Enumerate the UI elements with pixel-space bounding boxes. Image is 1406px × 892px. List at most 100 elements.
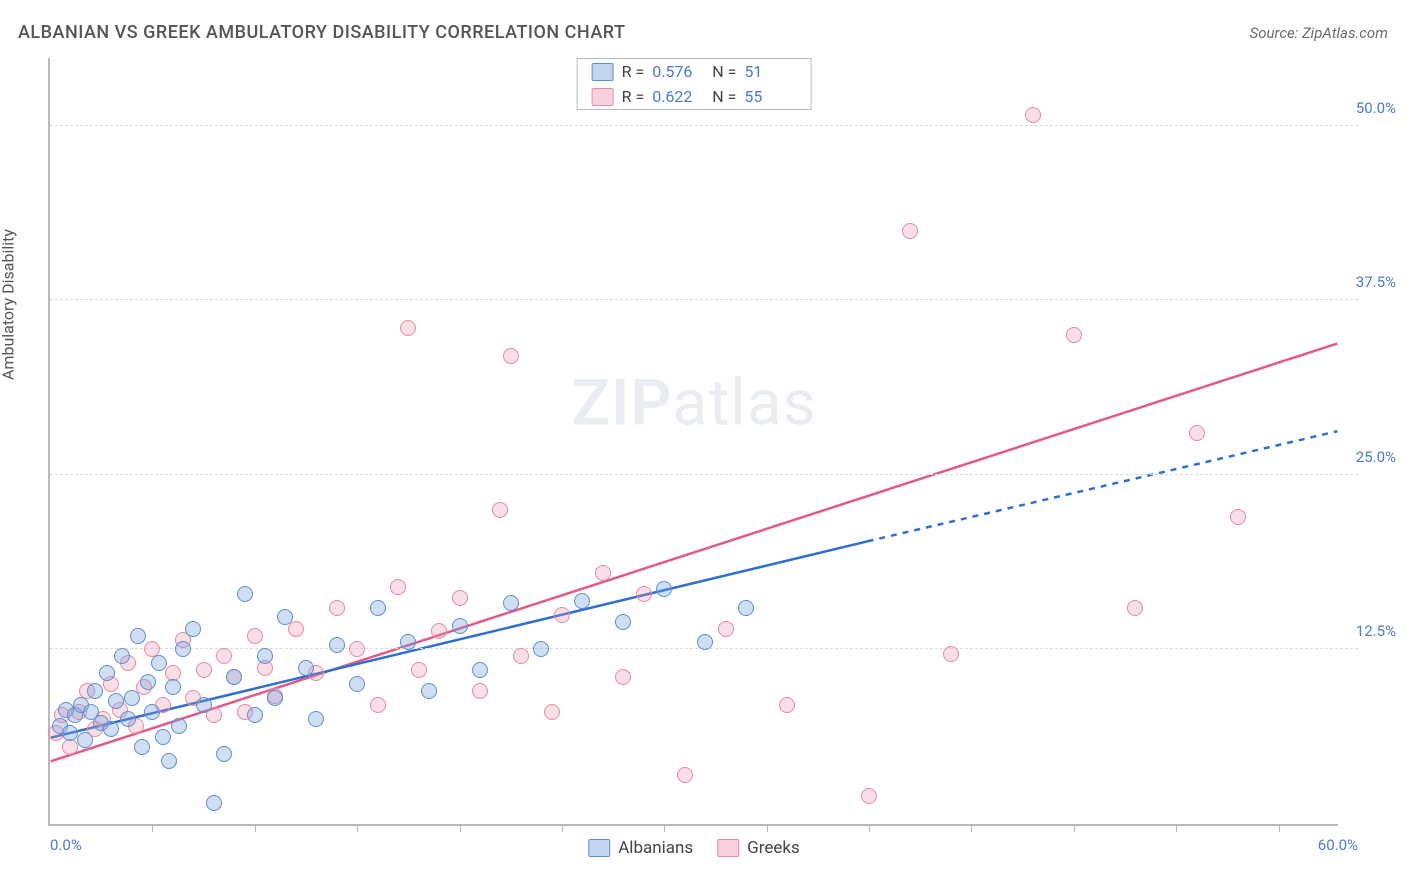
data-point <box>779 697 795 713</box>
data-point <box>144 704 160 720</box>
data-point <box>216 746 232 762</box>
data-point <box>1189 425 1205 441</box>
x-axis-min-label: 0.0% <box>50 836 82 854</box>
x-tick <box>869 824 870 832</box>
data-point <box>257 648 273 664</box>
series-legend: Albanians Greeks <box>588 838 800 858</box>
x-tick <box>1074 824 1075 832</box>
data-point <box>155 729 171 745</box>
data-point <box>151 655 167 671</box>
x-tick <box>1279 824 1280 832</box>
data-point <box>513 648 529 664</box>
data-point <box>87 683 103 699</box>
data-point <box>1025 107 1041 123</box>
data-point <box>492 502 508 518</box>
legend-item-albanian: Albanians <box>588 838 693 858</box>
y-axis-label: Ambulatory Disability <box>0 229 18 380</box>
swatch-icon <box>588 839 610 857</box>
legend-label: Albanians <box>618 838 693 858</box>
grid-line <box>50 125 1358 126</box>
data-point <box>99 665 115 681</box>
data-point <box>120 711 136 727</box>
data-point <box>544 704 560 720</box>
data-point <box>103 721 119 737</box>
data-point <box>108 693 124 709</box>
data-point <box>349 676 365 692</box>
stat-label: N = <box>712 62 736 81</box>
data-point <box>718 621 734 637</box>
data-point <box>861 788 877 804</box>
trend-line <box>51 541 868 737</box>
data-point <box>400 320 416 336</box>
data-point <box>533 641 549 657</box>
stat-label: R = <box>622 62 645 81</box>
data-point <box>196 662 212 678</box>
x-tick <box>562 824 563 832</box>
data-point <box>1230 509 1246 525</box>
data-point <box>124 690 140 706</box>
correlation-legend: R = 0.576 N = 51 R = 0.622 N = 55 <box>577 58 812 110</box>
grid-line <box>50 474 1358 475</box>
data-point <box>175 641 191 657</box>
data-point <box>595 565 611 581</box>
data-point <box>574 593 590 609</box>
data-point <box>656 581 672 597</box>
data-point <box>677 767 693 783</box>
data-point <box>472 683 488 699</box>
watermark-bold: ZIP <box>571 365 672 440</box>
x-tick <box>460 824 461 832</box>
x-tick <box>971 824 972 832</box>
swatch-icon <box>592 63 614 81</box>
data-point <box>503 348 519 364</box>
data-point <box>216 648 232 664</box>
trend-line <box>51 344 1338 762</box>
data-point <box>400 634 416 650</box>
data-point <box>140 674 156 690</box>
data-point <box>77 732 93 748</box>
data-point <box>130 628 146 644</box>
data-point <box>247 707 263 723</box>
data-point <box>349 641 365 657</box>
data-point <box>636 586 652 602</box>
data-point <box>697 634 713 650</box>
data-point <box>277 609 293 625</box>
data-point <box>452 590 468 606</box>
stat-value: 51 <box>744 62 796 81</box>
stat-value: 55 <box>744 87 796 106</box>
data-point <box>554 607 570 623</box>
data-point <box>196 697 212 713</box>
data-point <box>902 223 918 239</box>
legend-label: Greeks <box>747 838 800 858</box>
stat-value: 0.622 <box>652 87 704 106</box>
data-point <box>1127 600 1143 616</box>
data-point <box>411 662 427 678</box>
data-point <box>329 637 345 653</box>
plot-area: ZIPatlas R = 0.576 N = 51 R = 0.622 N = … <box>48 58 1338 826</box>
chart-source: Source: ZipAtlas.com <box>1250 24 1388 42</box>
y-tick-label: 12.5% <box>1356 622 1396 640</box>
data-point <box>370 697 386 713</box>
data-point <box>161 753 177 769</box>
y-tick-label: 50.0% <box>1356 99 1396 117</box>
x-tick <box>664 824 665 832</box>
grid-line <box>50 299 1358 300</box>
legend-row-albanian: R = 0.576 N = 51 <box>578 59 811 84</box>
swatch-icon <box>592 88 614 106</box>
y-tick-label: 25.0% <box>1356 448 1396 466</box>
legend-item-greek: Greeks <box>717 838 800 858</box>
data-point <box>615 669 631 685</box>
data-point <box>237 586 253 602</box>
data-point <box>329 600 345 616</box>
x-tick <box>1176 824 1177 832</box>
data-point <box>308 711 324 727</box>
stat-label: N = <box>712 87 736 106</box>
stat-value: 0.576 <box>652 62 704 81</box>
data-point <box>390 579 406 595</box>
stat-label: R = <box>622 87 645 106</box>
data-point <box>226 669 242 685</box>
data-point <box>298 660 314 676</box>
data-point <box>247 628 263 644</box>
data-point <box>738 600 754 616</box>
data-point <box>452 618 468 634</box>
chart-title: ALBANIAN VS GREEK AMBULATORY DISABILITY … <box>18 22 625 43</box>
